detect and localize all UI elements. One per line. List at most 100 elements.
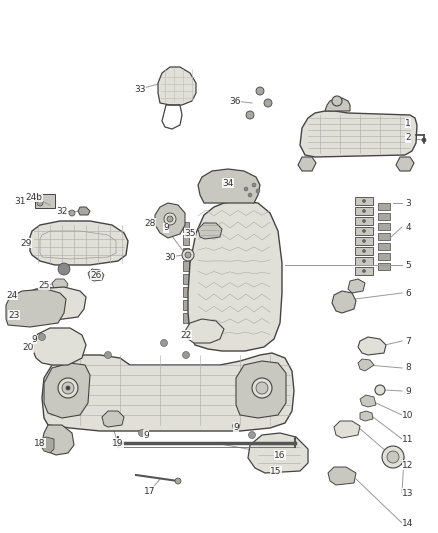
Bar (183, 261, 189, 271)
Bar (355, 237, 373, 245)
Circle shape (66, 386, 70, 390)
Bar (378, 253, 390, 260)
Circle shape (248, 432, 255, 439)
Bar (183, 287, 189, 297)
Circle shape (183, 351, 190, 359)
Text: 19: 19 (112, 439, 124, 448)
Text: 11: 11 (402, 434, 414, 443)
Bar (378, 263, 390, 270)
Text: 14: 14 (403, 519, 413, 528)
Circle shape (164, 213, 176, 225)
Polygon shape (236, 361, 286, 418)
Text: 5: 5 (405, 261, 411, 270)
Polygon shape (78, 207, 90, 215)
Circle shape (248, 193, 252, 197)
Text: 9: 9 (143, 431, 149, 440)
Text: 9: 9 (405, 386, 411, 395)
Polygon shape (40, 437, 54, 453)
Text: 9: 9 (31, 335, 37, 343)
Circle shape (256, 382, 268, 394)
Circle shape (233, 423, 240, 430)
Text: 13: 13 (402, 489, 414, 497)
Polygon shape (30, 221, 128, 265)
Bar (183, 300, 189, 310)
Circle shape (175, 478, 181, 484)
Circle shape (244, 187, 248, 191)
Polygon shape (348, 279, 365, 293)
Circle shape (185, 252, 191, 258)
Text: 18: 18 (34, 439, 46, 448)
Circle shape (37, 200, 43, 206)
Circle shape (422, 138, 426, 142)
Circle shape (256, 189, 260, 193)
Polygon shape (158, 67, 196, 105)
Bar (378, 233, 390, 240)
Bar (183, 313, 189, 323)
Polygon shape (16, 287, 86, 321)
Circle shape (332, 96, 342, 106)
Text: 2: 2 (405, 133, 411, 142)
Text: 30: 30 (164, 253, 176, 262)
Text: 35: 35 (184, 229, 196, 238)
Polygon shape (44, 363, 90, 418)
Text: 24b: 24b (25, 192, 42, 201)
Bar (378, 203, 390, 210)
Text: 1: 1 (405, 118, 411, 127)
Circle shape (363, 260, 365, 262)
Polygon shape (42, 425, 74, 455)
Text: 4: 4 (405, 222, 411, 231)
Polygon shape (88, 269, 104, 281)
Text: 26: 26 (90, 271, 102, 279)
Text: 29: 29 (20, 238, 32, 247)
Text: 34: 34 (223, 179, 234, 188)
Text: 20: 20 (22, 343, 34, 352)
Circle shape (256, 87, 264, 95)
Text: 8: 8 (405, 364, 411, 373)
Polygon shape (188, 201, 282, 351)
Bar (355, 257, 373, 265)
Circle shape (363, 209, 365, 213)
Text: 25: 25 (38, 280, 49, 289)
Bar (355, 217, 373, 225)
Text: 10: 10 (402, 410, 414, 419)
Circle shape (167, 216, 173, 222)
Circle shape (58, 263, 70, 275)
Bar (355, 197, 373, 205)
Text: 22: 22 (180, 330, 192, 340)
Polygon shape (358, 359, 374, 371)
Bar (35, 194, 55, 208)
Polygon shape (248, 433, 308, 473)
Polygon shape (358, 337, 386, 355)
Bar (355, 207, 373, 215)
Bar (183, 222, 189, 232)
Circle shape (375, 385, 385, 395)
Circle shape (246, 111, 254, 119)
Polygon shape (300, 111, 417, 157)
Polygon shape (328, 467, 356, 485)
Circle shape (252, 378, 272, 398)
Text: 9: 9 (163, 223, 169, 232)
Polygon shape (298, 157, 316, 171)
Polygon shape (360, 411, 373, 421)
Text: 31: 31 (14, 197, 26, 206)
Circle shape (69, 210, 75, 216)
Text: 3: 3 (405, 198, 411, 207)
Polygon shape (396, 157, 414, 171)
Circle shape (264, 99, 272, 107)
Circle shape (363, 199, 365, 203)
Circle shape (363, 239, 365, 243)
Bar (378, 223, 390, 230)
Bar (183, 274, 189, 284)
Circle shape (58, 378, 78, 398)
Bar (378, 243, 390, 250)
Circle shape (363, 230, 365, 232)
Polygon shape (52, 279, 68, 291)
Circle shape (62, 382, 74, 394)
Bar (183, 248, 189, 258)
Polygon shape (102, 411, 124, 427)
Circle shape (39, 334, 46, 341)
Text: 12: 12 (403, 461, 413, 470)
Text: 36: 36 (229, 96, 241, 106)
Text: 28: 28 (144, 219, 155, 228)
Circle shape (363, 220, 365, 222)
